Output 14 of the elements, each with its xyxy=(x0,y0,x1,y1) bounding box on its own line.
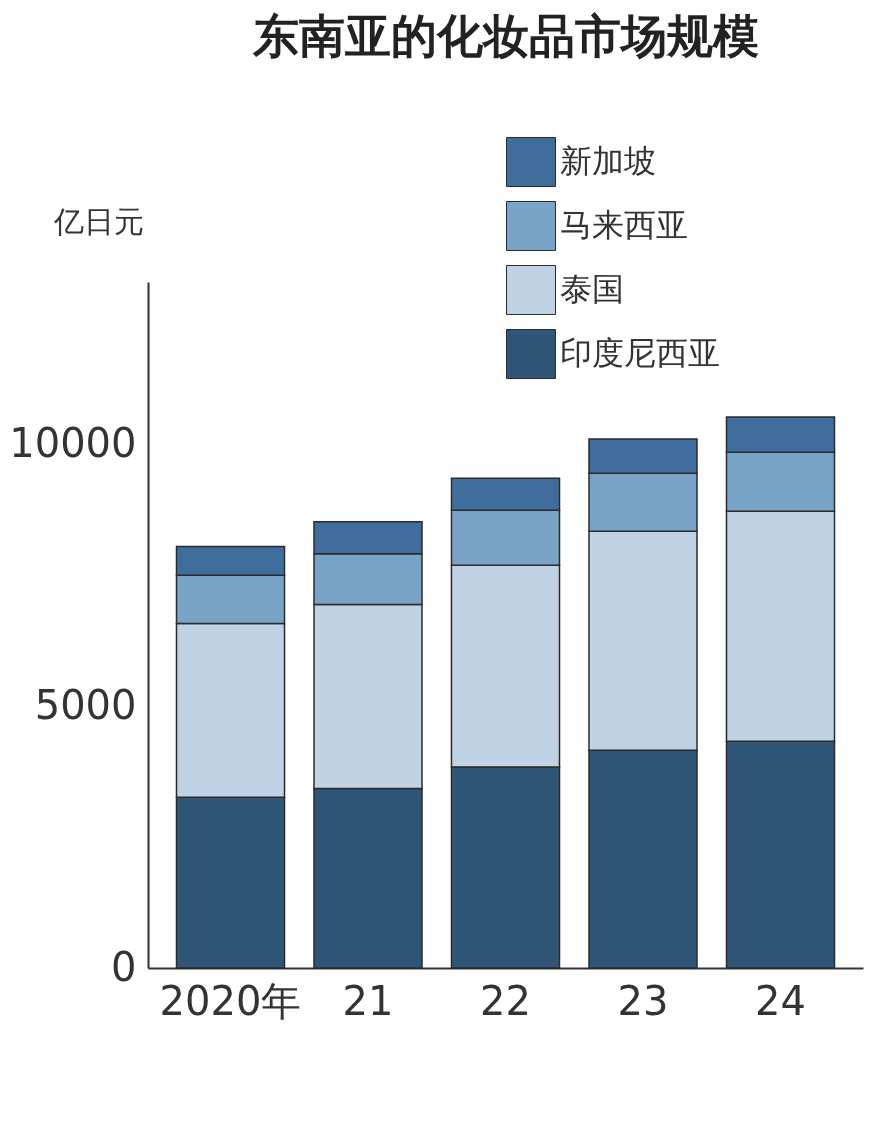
chart-title: 东南亚的化妆品市场规模 xyxy=(251,9,759,63)
y-axis-title: 亿日元 xyxy=(52,203,144,239)
legend-label: 新加坡 xyxy=(560,142,656,180)
y-tick-label: 5000 xyxy=(34,681,137,728)
y-tick-label: 0 xyxy=(111,943,137,990)
x-tick-label: 22 xyxy=(480,977,531,1024)
x-tick-label: 23 xyxy=(617,977,669,1024)
x-tick-label: 2020年 xyxy=(159,977,302,1024)
legend-label: 印度尼西亚 xyxy=(560,334,720,372)
x-tick-label: 24 xyxy=(755,977,806,1024)
y-tick-label: 10000 xyxy=(9,419,137,466)
legend-label: 马来西亚 xyxy=(560,206,688,244)
legend-label: 泰国 xyxy=(560,270,624,308)
x-tick-label: 21 xyxy=(342,977,394,1024)
